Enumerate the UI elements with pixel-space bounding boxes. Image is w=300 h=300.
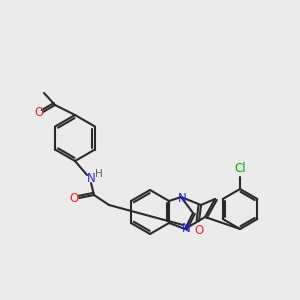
Text: N: N — [178, 193, 186, 206]
Text: Cl: Cl — [234, 163, 246, 176]
Text: O: O — [69, 193, 79, 206]
Text: N: N — [182, 221, 190, 235]
Text: O: O — [194, 224, 204, 236]
Text: N: N — [87, 172, 95, 185]
Text: H: H — [95, 169, 103, 179]
Text: O: O — [34, 106, 43, 119]
